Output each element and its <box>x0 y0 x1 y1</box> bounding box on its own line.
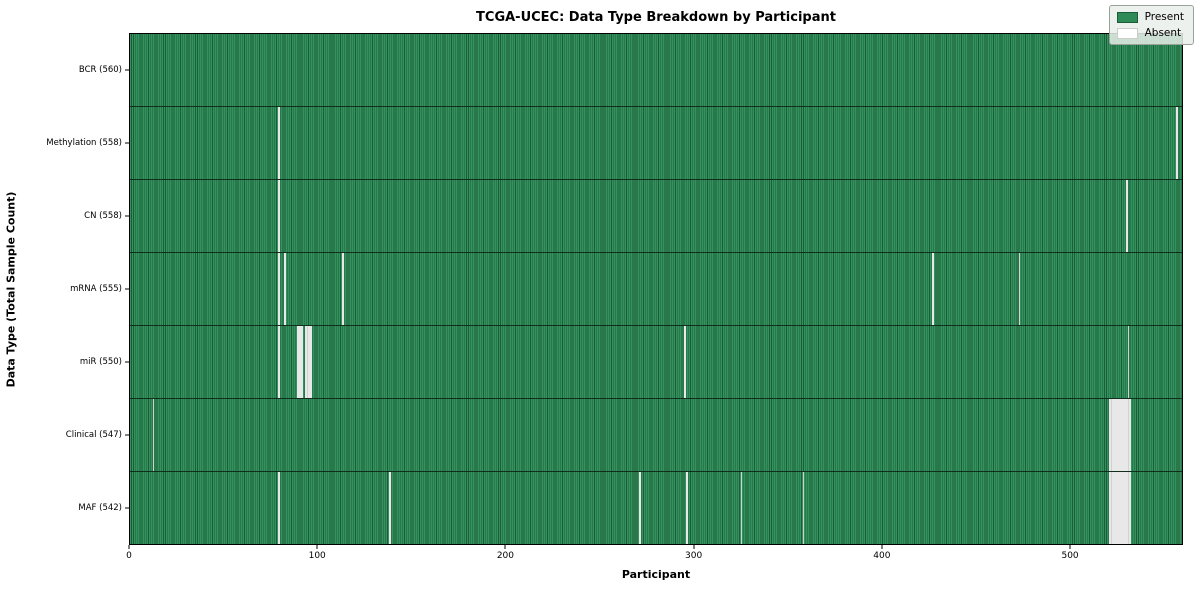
absent-cell <box>1127 399 1130 471</box>
heatmap-row-mrna <box>130 253 1182 326</box>
absent-cell <box>686 472 688 544</box>
absent-cell <box>1108 472 1111 544</box>
absent-cell <box>304 326 307 398</box>
x-tick-label: 400 <box>873 551 891 561</box>
chart-title: TCGA-UCEC: Data Type Breakdown by Partic… <box>476 10 836 25</box>
heatmap-plot-area <box>129 33 1183 545</box>
absent-cell <box>1125 472 1128 544</box>
absent-cell <box>297 326 300 398</box>
y-tick-mark <box>125 507 129 509</box>
absent-cell <box>1129 399 1132 471</box>
x-tick-label: 100 <box>308 551 326 561</box>
y-tick-label: CN (558) <box>84 210 122 221</box>
absent-cell <box>639 472 641 544</box>
absent-cell <box>1114 399 1117 471</box>
absent-cell <box>306 326 309 398</box>
heatmap-row-bcr <box>130 34 1182 107</box>
y-tick-label: Methylation (558) <box>46 137 122 148</box>
absent-cell <box>1125 399 1128 471</box>
absent-cell <box>1110 399 1113 471</box>
heatmap-row-cn <box>130 180 1182 253</box>
y-tick-label: mRNA (555) <box>70 284 122 294</box>
x-tick-mark <box>881 545 883 549</box>
absent-cell <box>300 326 303 398</box>
x-tick-mark <box>1069 545 1071 549</box>
absent-cell <box>299 326 301 398</box>
absent-cell <box>740 472 743 544</box>
absent-cell <box>342 253 345 325</box>
absent-cell <box>308 326 311 398</box>
legend-entry-absent: Absent <box>1116 27 1184 39</box>
legend-absent-swatch <box>1116 27 1138 39</box>
absent-cell <box>1108 399 1111 471</box>
absent-cell <box>1127 326 1130 398</box>
absent-cell <box>1118 399 1120 471</box>
absent-cell <box>1123 399 1126 471</box>
y-tick-label: BCR (560) <box>78 64 122 75</box>
absent-cell <box>932 253 935 325</box>
absent-cell <box>1120 472 1122 544</box>
absent-cell <box>1112 472 1115 544</box>
legend-absent-label: Absent <box>1144 27 1182 39</box>
y-tick-label: miR (550) <box>79 357 122 368</box>
legend-present-label: Present <box>1144 11 1184 23</box>
absent-cell <box>684 326 687 398</box>
heatmap-row-maf <box>130 472 1182 544</box>
y-tick-mark <box>125 361 129 363</box>
absent-cell <box>1176 107 1179 179</box>
y-tick-mark <box>125 215 129 217</box>
absent-cell <box>1121 399 1124 471</box>
absent-cell <box>1120 399 1122 471</box>
y-tick-mark <box>125 288 129 290</box>
x-axis-label: Participant <box>621 568 691 581</box>
absent-cell <box>278 326 281 398</box>
absent-cell <box>278 472 281 544</box>
absent-cell <box>1121 472 1124 544</box>
x-tick-marks: 0 100 200 300 400 500 <box>126 545 1183 561</box>
x-tick-mark <box>316 545 318 549</box>
y-tick-label: Clinical (547) <box>65 430 122 441</box>
absent-cell <box>1018 253 1021 325</box>
x-tick-mark <box>504 545 506 549</box>
x-tick-mark <box>693 545 695 549</box>
y-tick-label: MAF (542) <box>78 503 122 514</box>
y-tick-mark <box>125 142 129 144</box>
absent-cell <box>1116 472 1119 544</box>
absent-cell <box>1116 399 1119 471</box>
absent-cell <box>310 326 313 398</box>
y-tick-labels: BCR (560) Methylation (558) CN (558) mRNA (… <box>0 33 122 545</box>
absent-cell <box>1110 472 1113 544</box>
x-tick-label: 200 <box>496 551 515 561</box>
legend-entry-present: Present <box>1116 11 1184 23</box>
absent-cell <box>278 180 281 252</box>
absent-cell <box>802 472 805 544</box>
absent-cell <box>1125 180 1128 252</box>
heatmap-row-clinical <box>130 399 1182 472</box>
absent-cell <box>389 472 392 544</box>
x-tick-label: 500 <box>1061 551 1079 561</box>
legend-present-swatch <box>1116 11 1138 23</box>
absent-cell <box>152 399 155 471</box>
legend: Present Absent <box>1108 5 1194 45</box>
absent-cell <box>278 107 281 179</box>
absent-cell <box>1129 472 1132 544</box>
y-tick-mark <box>125 69 129 71</box>
absent-cell <box>284 253 286 325</box>
x-tick-label: 300 <box>685 551 703 561</box>
x-tick-label: 0 <box>126 551 132 561</box>
heatmap-row-mir <box>130 326 1182 399</box>
absent-cell <box>278 253 281 325</box>
y-tick-marks <box>124 33 129 545</box>
x-tick-mark <box>128 545 130 549</box>
y-tick-mark <box>125 434 129 436</box>
absent-cell <box>1123 472 1126 544</box>
absent-cell <box>1127 472 1130 544</box>
absent-cell <box>1112 399 1115 471</box>
heatmap-row-methylation <box>130 107 1182 180</box>
absent-cell <box>1118 472 1120 544</box>
absent-cell <box>1114 472 1117 544</box>
